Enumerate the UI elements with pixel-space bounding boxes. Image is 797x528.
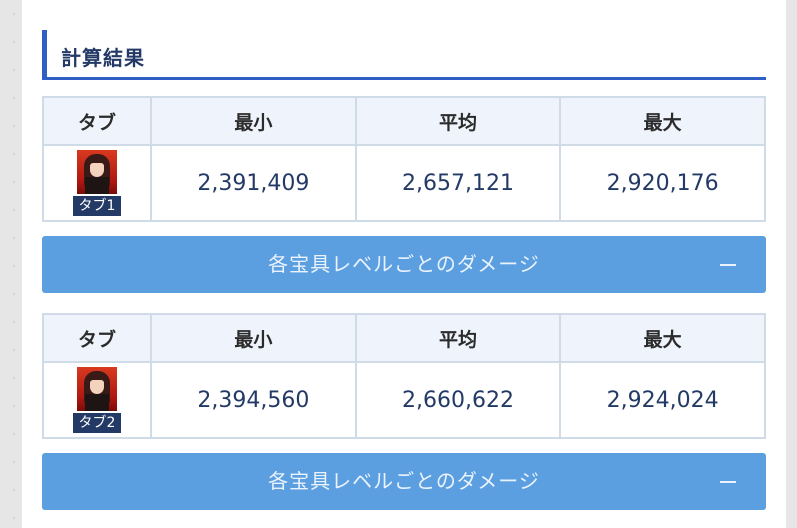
- header-max: 最大: [559, 96, 766, 146]
- toggle-label: 各宝具レベルごとのダメージ: [268, 469, 540, 493]
- header-avg: 平均: [354, 96, 562, 146]
- header-max: 最大: [559, 313, 766, 363]
- minus-icon: [720, 264, 736, 266]
- section-title: 計算結果: [42, 30, 766, 80]
- result-panel: 計算結果 タブ 最小 平均 最大 タブ1: [22, 0, 786, 528]
- tab-label: タブ1: [73, 196, 121, 216]
- table-row: タブ1 2,391,409 2,657,121 2,920,176: [42, 144, 766, 222]
- servant-portrait-icon: [77, 367, 117, 411]
- result-block-2: タブ 最小 平均 最大 タブ2 2,394,560: [42, 313, 766, 510]
- result-table-2: タブ 最小 平均 最大 タブ2 2,394,560: [42, 313, 766, 439]
- max-value: 2,924,024: [559, 361, 766, 439]
- result-table-1: タブ 最小 平均 最大 タブ1 2,391,409: [42, 96, 766, 222]
- header-avg: 平均: [354, 313, 562, 363]
- table-header-row: タブ 最小 平均 最大: [42, 313, 766, 363]
- servant-avatar[interactable]: タブ2: [73, 365, 121, 435]
- np-level-damage-toggle-button[interactable]: 各宝具レベルごとのダメージ: [42, 453, 766, 510]
- tab-label: タブ2: [73, 413, 121, 433]
- servant-portrait-icon: [77, 150, 117, 194]
- minus-icon: [720, 481, 736, 483]
- min-value: 2,394,560: [150, 361, 357, 439]
- servant-avatar[interactable]: タブ1: [73, 148, 121, 218]
- tab-cell: タブ2: [42, 361, 152, 439]
- min-value: 2,391,409: [150, 144, 357, 222]
- header-min: 最小: [150, 313, 357, 363]
- avg-value: 2,660,622: [354, 361, 562, 439]
- max-value: 2,920,176: [559, 144, 766, 222]
- toggle-label: 各宝具レベルごとのダメージ: [268, 252, 540, 276]
- header-tab: タブ: [42, 313, 152, 363]
- avg-value: 2,657,121: [354, 144, 562, 222]
- section-title-text: 計算結果: [61, 46, 145, 70]
- header-min: 最小: [150, 96, 357, 146]
- table-row: タブ2 2,394,560 2,660,622 2,924,024: [42, 361, 766, 439]
- result-block-1: タブ 最小 平均 最大 タブ1 2,391,409: [42, 96, 766, 293]
- np-level-damage-toggle-button[interactable]: 各宝具レベルごとのダメージ: [42, 236, 766, 293]
- table-header-row: タブ 最小 平均 最大: [42, 96, 766, 146]
- header-tab: タブ: [42, 96, 152, 146]
- tab-cell: タブ1: [42, 144, 152, 222]
